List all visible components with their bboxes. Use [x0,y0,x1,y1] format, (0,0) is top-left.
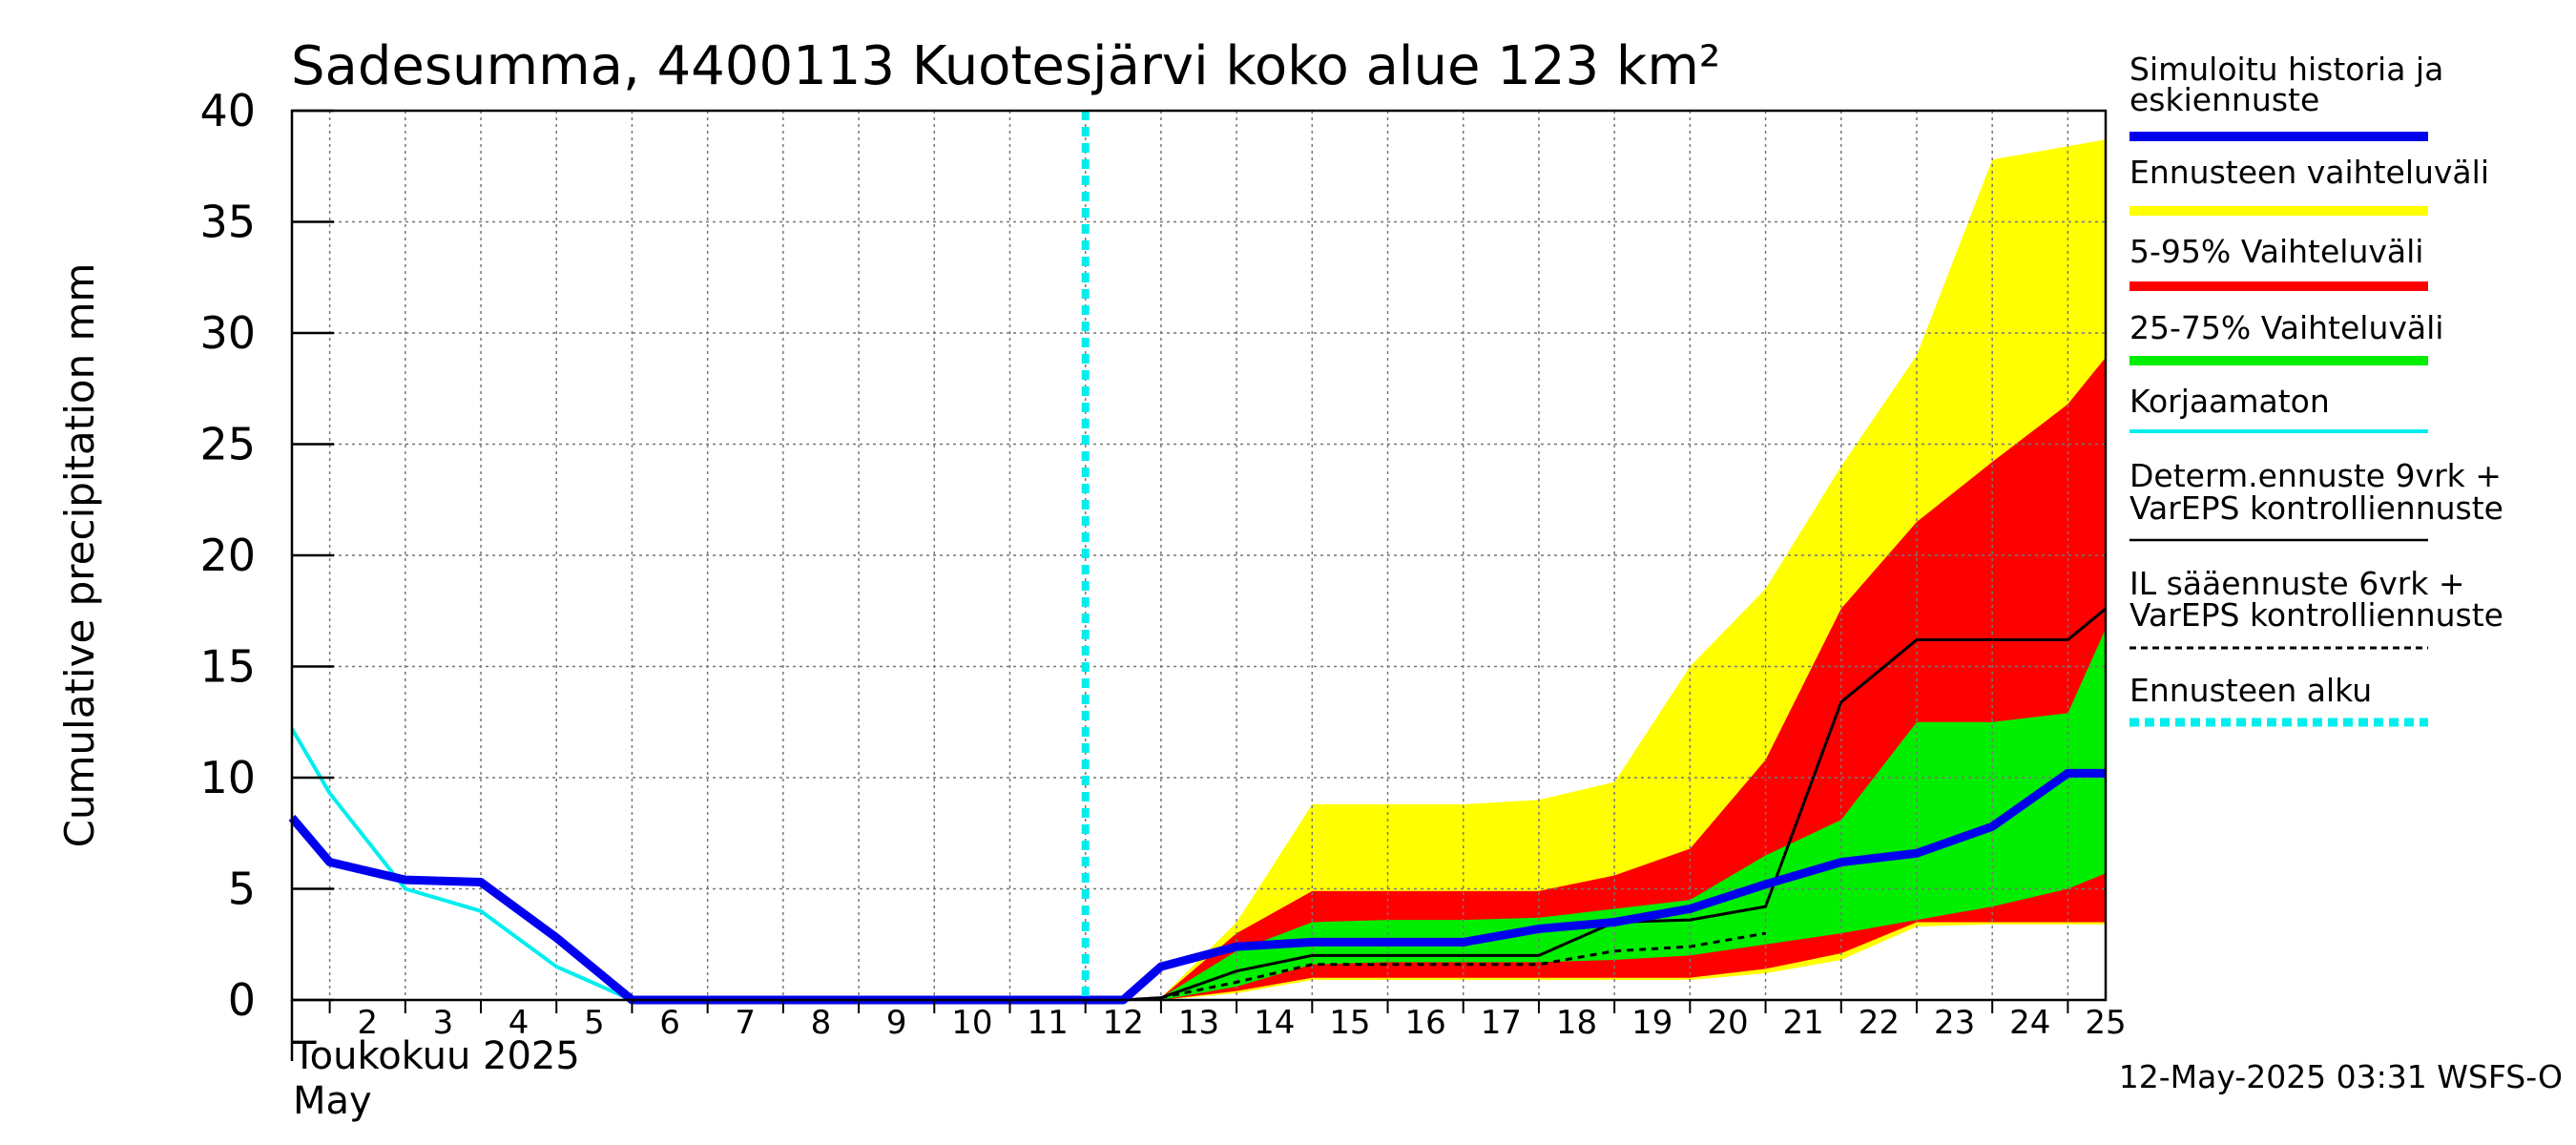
chart-title: Sadesumma, 4400113 Kuotesjärvi koko alue… [291,35,1720,97]
x-tick-label: 23 [1934,1004,1975,1042]
y-tick-label: 5 [228,864,256,915]
band-25-75 [1123,628,2106,1000]
x-tick-label: 19 [1631,1004,1672,1042]
x-tick-label: 16 [1404,1004,1445,1042]
legend-label: 25-75% Vaihteluväli [2129,309,2443,346]
y-tick-label: 20 [199,530,256,581]
x-tick-label: 8 [811,1004,832,1042]
y-tick-label: 0 [228,974,256,1026]
legend-label: Korjaamaton [2129,383,2330,420]
series-il-forecast [1123,931,1766,1002]
axes [290,109,2108,1061]
x-tick-label: 14 [1254,1004,1295,1042]
y-tick-label: 35 [199,197,256,248]
x-tick-label: 12 [1103,1004,1144,1042]
y-tick-label: 15 [199,641,256,693]
x-tick-label: 15 [1329,1004,1370,1042]
y-tick-label: 25 [199,419,256,470]
x-tick-label: 22 [1859,1004,1900,1042]
x-tick-label: 9 [886,1004,907,1042]
x-tick-label: 20 [1707,1004,1748,1042]
x-tick-label: 5 [584,1004,605,1042]
x-tick-label: 7 [735,1004,756,1042]
x-tick-label: 2 [357,1004,378,1042]
x-tick-label: 18 [1556,1004,1597,1042]
x-tick-label: 6 [659,1004,680,1042]
forecast-bands [1123,139,2106,1001]
month-label-fi: Toukokuu 2025 [292,1034,580,1078]
y-tick-label: 10 [199,752,256,803]
x-tick-label: 11 [1027,1004,1068,1042]
series-lines [288,111,2107,1005]
legend-label: Determ.ennuste 9vrk + [2129,457,2502,494]
series-mean-forecast [288,768,2106,1005]
legend-label: Simuloitu historia ja [2129,51,2443,88]
month-label-en: May [293,1079,372,1123]
timestamp-label: 12-May-2025 03:31 WSFS-O [2119,1058,2563,1095]
x-tick-label: 3 [433,1004,454,1042]
x-tick-label: 25 [2085,1004,2126,1042]
legend-label: IL sääennuste 6vrk + [2129,565,2465,602]
x-tick-label: 4 [509,1004,530,1042]
legend-label: VarEPS kontrolliennuste [2129,489,2503,527]
legend-label: 5-95% Vaihteluväli [2129,233,2423,270]
x-tick-label: 24 [2009,1004,2050,1042]
y-tick-label: 40 [199,85,256,136]
y-axis-label: Cumulative precipitation mm [56,263,103,848]
legend-label: VarEPS kontrolliennuste [2129,596,2503,634]
x-tick-label: 21 [1783,1004,1824,1042]
y-tick-label: 30 [199,307,256,359]
legend: Simuloitu historia ja eskiennuste Ennuste… [2129,51,2503,727]
x-tick-label: 13 [1178,1004,1219,1042]
x-tick-label: 17 [1481,1004,1522,1042]
legend-label: Ennusteen vaihteluväli [2129,154,2489,191]
legend-label: Ennusteen alku [2129,672,2372,709]
legend-label: eskiennuste [2129,81,2319,118]
x-tick-label: 10 [951,1004,992,1042]
